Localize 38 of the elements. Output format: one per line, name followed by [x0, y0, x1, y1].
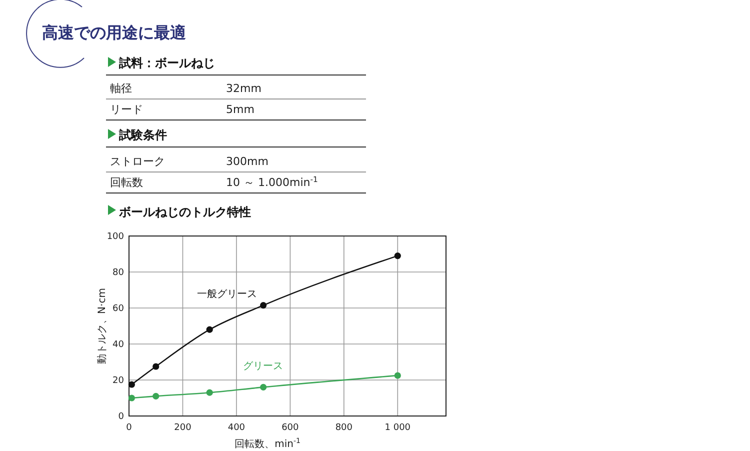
x-axis-title: 回転数、min$^{-1}$ [234, 437, 300, 450]
point [152, 363, 160, 370]
point [394, 372, 401, 379]
y-tick-label: 100 [106, 232, 124, 242]
series-label: グリース [243, 361, 284, 372]
x-tick-label: 800 [335, 423, 353, 433]
text: 回転数 [110, 176, 143, 189]
y-tick-label: 40 [112, 340, 124, 350]
y-tick-label: 20 [112, 376, 124, 386]
text: 試験条件 [118, 128, 167, 142]
point [152, 392, 160, 400]
x-tick-label: 600 [282, 423, 300, 433]
text: 300mm [226, 155, 268, 168]
x-tick-label: 1 000 [384, 423, 411, 433]
point [394, 252, 401, 260]
series-label: 一般グリース [197, 289, 258, 300]
y-tick-label: 80 [112, 268, 124, 278]
x-tick-label: 0 [126, 423, 132, 433]
y-tick-label: 0 [118, 412, 124, 422]
point [128, 394, 135, 402]
text: 軸径 [110, 82, 132, 95]
text: 10 ～ 1.000min$^{-1}$ [226, 174, 318, 189]
y-tick-label: 60 [112, 304, 124, 314]
chart-title: 高速での用途に最適 [42, 23, 187, 42]
text: 試料：ボールねじ [118, 56, 215, 70]
point [206, 326, 213, 333]
y-axis-title: 動トルク、N·cm [97, 288, 108, 364]
chart-subtitle: ボールねじのトルク特性 [118, 205, 251, 219]
x-tick-label: 200 [174, 423, 192, 433]
text: リード [110, 103, 143, 116]
x-tick-label: 400 [228, 423, 246, 433]
text: 5mm [226, 103, 254, 116]
text: 32mm [226, 82, 262, 95]
point [260, 384, 267, 390]
point [128, 381, 135, 388]
text: ストローク [110, 155, 165, 168]
point [206, 389, 213, 396]
point [260, 302, 267, 309]
